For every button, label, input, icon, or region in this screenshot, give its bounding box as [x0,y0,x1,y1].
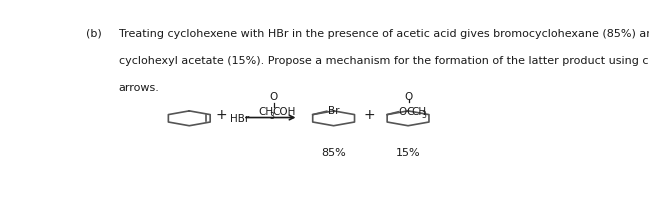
Text: Treating cyclohexene with HBr in the presence of acetic acid gives bromocyclohex: Treating cyclohexene with HBr in the pre… [119,29,649,39]
Text: O: O [269,91,278,101]
Text: O: O [398,106,407,116]
Text: cyclohexyl acetate (15%). Propose a mechanism for the formation of the latter pr: cyclohexyl acetate (15%). Propose a mech… [119,56,649,66]
Text: O: O [405,91,413,101]
Text: C: C [407,106,414,116]
Text: 15%: 15% [396,147,421,157]
Text: COH: COH [273,107,296,117]
Text: HBr: HBr [230,113,249,123]
Text: Br: Br [328,106,339,116]
Text: 85%: 85% [321,147,346,157]
Text: CH: CH [412,106,427,116]
Text: (b): (b) [86,29,102,39]
Text: arrows.: arrows. [119,83,160,92]
Text: CH: CH [259,107,274,117]
Text: 3: 3 [422,110,427,119]
Text: 3: 3 [269,111,274,120]
Text: +: + [215,107,227,121]
Text: +: + [363,107,374,121]
